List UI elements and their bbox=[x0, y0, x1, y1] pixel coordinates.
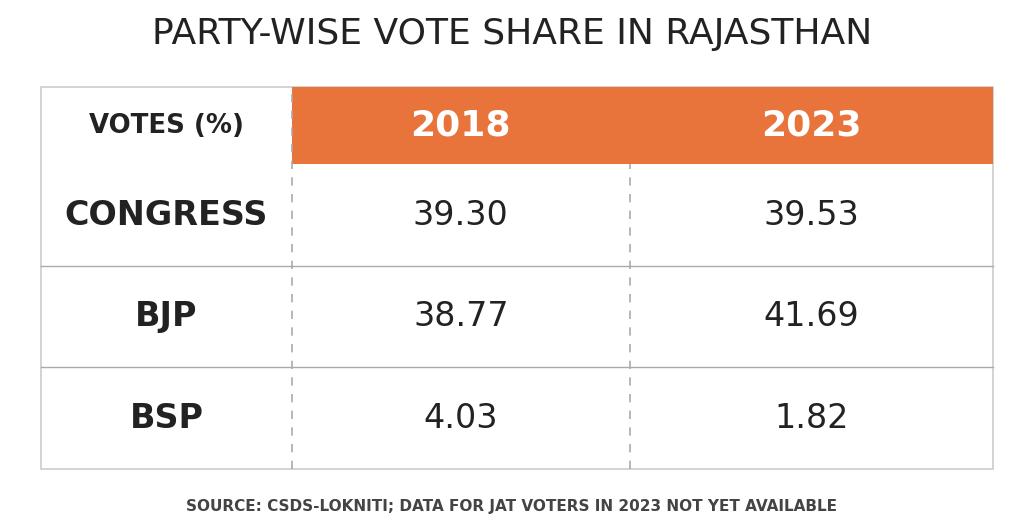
Text: 41.69: 41.69 bbox=[764, 300, 859, 333]
Text: BSP: BSP bbox=[129, 402, 204, 435]
Text: 2023: 2023 bbox=[761, 109, 862, 143]
Text: 4.03: 4.03 bbox=[424, 402, 498, 435]
Bar bbox=[292, 87, 993, 164]
Text: BJP: BJP bbox=[135, 300, 198, 333]
Text: 39.53: 39.53 bbox=[764, 199, 859, 232]
Text: PARTY-WISE VOTE SHARE IN RAJASTHAN: PARTY-WISE VOTE SHARE IN RAJASTHAN bbox=[152, 17, 872, 51]
Text: SOURCE: CSDS-LOKNITI; DATA FOR JAT VOTERS IN 2023 NOT YET AVAILABLE: SOURCE: CSDS-LOKNITI; DATA FOR JAT VOTER… bbox=[186, 499, 838, 514]
Bar bbox=[41, 87, 993, 469]
Text: CONGRESS: CONGRESS bbox=[65, 199, 268, 232]
Text: 38.77: 38.77 bbox=[413, 300, 509, 333]
Text: 1.82: 1.82 bbox=[774, 402, 849, 435]
Text: VOTES (%): VOTES (%) bbox=[89, 113, 244, 139]
Text: 2018: 2018 bbox=[411, 109, 511, 143]
Text: 39.30: 39.30 bbox=[413, 199, 509, 232]
